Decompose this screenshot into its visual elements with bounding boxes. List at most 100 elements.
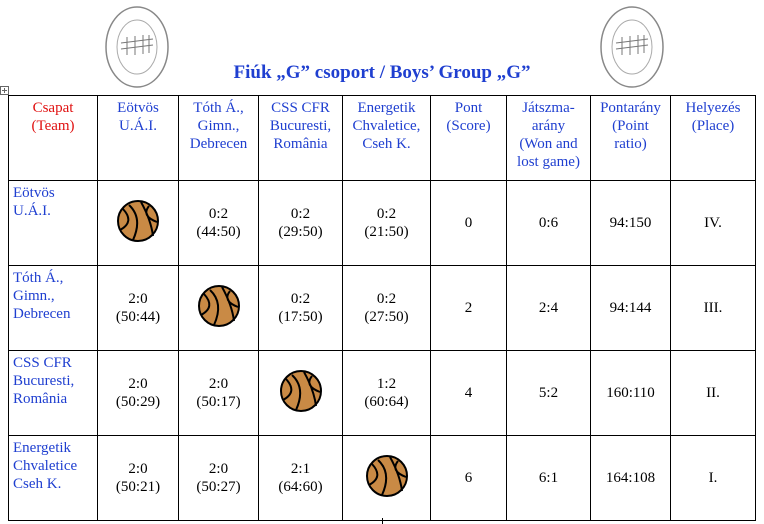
cell-text: 6	[464, 470, 473, 486]
text-line: 0:2	[208, 206, 229, 222]
cell-text: 4	[464, 385, 473, 401]
text-line: 2:1	[290, 461, 311, 477]
header-cell: Energetik Chvaletice, Cseh K.	[342, 95, 431, 181]
cell-text: 0:6	[538, 215, 559, 231]
text-line: 0:2	[376, 206, 397, 222]
place-cell: II.	[670, 350, 756, 436]
text-line: 2:0	[208, 376, 229, 392]
score-cell: 4	[430, 350, 507, 436]
result-cell: 0:2 (17:50)	[258, 265, 343, 351]
result-cell: 2:0 (50:27)	[178, 435, 259, 521]
text-line: U.Á.I.	[119, 118, 157, 134]
header-cell: Eötvös U.Á.I.	[97, 95, 179, 181]
cell-text: 5:2	[538, 385, 559, 401]
text-line: Tóth Á.,	[13, 270, 64, 286]
result-cell: 0:2 (44:50)	[178, 180, 259, 266]
text-line: (50:44)	[115, 309, 161, 325]
text-line: (64:60)	[278, 479, 323, 495]
result-cell: 2:0 (50:29)	[97, 350, 179, 436]
text-line: Chvaletice	[13, 458, 78, 474]
header-cell: Játszma-arány (Won and lost game)	[506, 95, 591, 181]
text-line: (44:50)	[196, 224, 241, 240]
text-line: (27:50)	[364, 309, 409, 325]
header-cell: Tóth Á., Gimn., Debrecen	[178, 95, 259, 181]
games-cell: 6:1	[506, 435, 591, 521]
text-line: (Point	[612, 118, 649, 134]
result-cell: 0:2 (29:50)	[258, 180, 343, 266]
cell-text: 94:144	[609, 300, 652, 316]
cell-text: 2	[464, 300, 473, 316]
cell-text: 6:1	[538, 470, 559, 486]
place-cell: IV.	[670, 180, 756, 266]
result-cell: 2:0 (50:17)	[178, 350, 259, 436]
text-line: Helyezés	[685, 100, 741, 116]
text-line: 0:2	[376, 291, 397, 307]
text-line: lost game)	[517, 154, 580, 170]
text-line: Bucuresti,	[13, 373, 75, 389]
text-line: (Team)	[31, 118, 75, 134]
team-row: Tóth Á., Gimn., Debrecen 2:0 (50:44) 0:2 (17:5…	[8, 265, 756, 351]
result-cell: 1:2 (60:64)	[342, 350, 431, 436]
result-cell	[342, 435, 431, 521]
text-line: (29:50)	[278, 224, 323, 240]
text-line: (50:21)	[115, 479, 161, 495]
team-row: Energetik Chvaletice Cseh K. 2:0 (50:21) 2:0 (…	[8, 435, 756, 521]
ball-icon	[197, 284, 240, 327]
text-line: România	[273, 136, 328, 152]
team-cell: Tóth Á., Gimn., Debrecen	[8, 265, 98, 351]
result-cell: 2:0 (50:44)	[97, 265, 179, 351]
text-line: (17:50)	[278, 309, 323, 325]
team-row: CSS CFR Bucuresti, România 2:0 (50:29) 2:0 (50…	[8, 350, 756, 436]
logo	[105, 6, 169, 88]
text-line: (60:64)	[364, 394, 409, 410]
text-line: Debrecen	[13, 306, 71, 322]
text-line: (Won and	[519, 136, 578, 152]
text-line: 1:2	[376, 376, 397, 392]
text-line: 2:0	[208, 461, 229, 477]
ratio-cell: 164:108	[590, 435, 671, 521]
text-line: Gimn.,	[197, 118, 240, 134]
header-cell: CSS CFR Bucuresti, România	[258, 95, 343, 181]
text-line: (Place)	[691, 118, 735, 134]
games-cell: 2:4	[506, 265, 591, 351]
text-line: (50:29)	[115, 394, 161, 410]
score-cell: 2	[430, 265, 507, 351]
text-line: Chvaletice,	[352, 118, 421, 134]
games-cell: 5:2	[506, 350, 591, 436]
text-line: 2:0	[128, 461, 148, 477]
team-cell: CSS CFR Bucuresti, România	[8, 350, 98, 436]
text-line: (50:17)	[196, 394, 241, 410]
header-cell: Pont (Score)	[430, 95, 507, 181]
ratio-cell: 160:110	[590, 350, 671, 436]
result-cell	[258, 350, 343, 436]
team-row: Eötvös U.Á.I. 0:2 (44:50) 0:2 (29:50) 0:2 (21:5…	[8, 180, 756, 266]
place-cell: I.	[670, 435, 756, 521]
text-line: 0:2	[290, 206, 311, 222]
header-cell: Helyezés (Place)	[670, 95, 756, 181]
text-line: (Score)	[446, 118, 491, 134]
text-line: Cseh K.	[362, 136, 411, 152]
header-cell: Csapat (Team)	[8, 95, 98, 181]
text-line: Pontarány	[600, 100, 661, 116]
title: Fiúk „G” csoport / Boys’ Group „G”	[233, 62, 531, 83]
ball-icon	[279, 369, 322, 412]
ratio-cell: 94:144	[590, 265, 671, 351]
text-line: (21:50)	[364, 224, 409, 240]
text-line: CSS CFR	[13, 355, 72, 371]
result-cell: 0:2 (21:50)	[342, 180, 431, 266]
result-cell: 2:0 (50:21)	[97, 435, 179, 521]
text-line: Eötvös	[117, 100, 159, 116]
cell-text: I.	[708, 470, 718, 486]
cell-text: 0	[464, 215, 473, 231]
cell-text: 164:108	[605, 470, 656, 486]
cell-text: II.	[706, 385, 720, 401]
header-row: Csapat (Team) Eötvös U.Á.I. Tóth Á., Gimn., De…	[8, 95, 756, 181]
cell-text: III.	[703, 300, 723, 316]
header-cell: Pontarány (Point ratio)	[590, 95, 671, 181]
text-line: 0:2	[290, 291, 311, 307]
text-line: Pont	[454, 100, 483, 116]
result-cell	[178, 265, 259, 351]
logo	[600, 6, 664, 88]
cell-text: 94:150	[609, 215, 652, 231]
